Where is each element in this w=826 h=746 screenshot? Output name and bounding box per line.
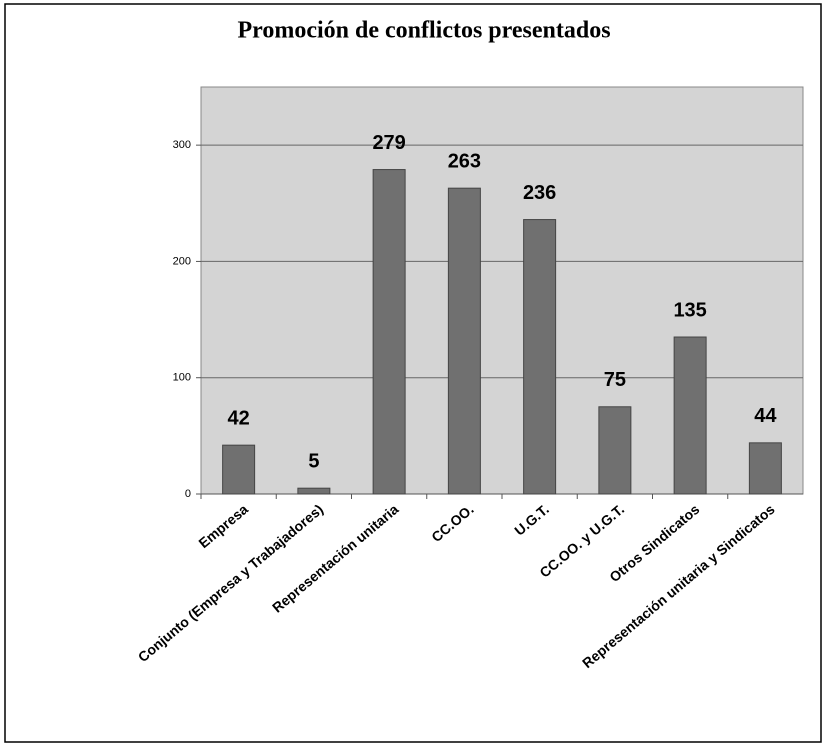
bar	[523, 219, 557, 495]
bar	[673, 336, 707, 495]
value-label: 75	[604, 369, 626, 391]
bar	[598, 406, 632, 495]
plot-area	[200, 86, 804, 495]
value-label: 44	[754, 405, 777, 427]
value-label: 263	[448, 150, 481, 172]
y-tick-label: 300	[173, 139, 191, 151]
value-label: 5	[308, 450, 319, 472]
value-label: 236	[523, 182, 556, 204]
bar	[372, 169, 406, 495]
bar	[447, 187, 481, 495]
y-tick-label: 0	[185, 488, 191, 500]
value-label: 42	[228, 407, 250, 429]
value-label: 279	[372, 132, 405, 154]
chart-title: Promoción de conflictos presentados	[237, 18, 610, 44]
bar	[222, 444, 256, 495]
y-tick-label: 100	[173, 372, 191, 384]
bar	[748, 442, 782, 495]
value-label: 135	[673, 299, 706, 321]
y-tick-label: 200	[173, 255, 191, 267]
bar	[297, 487, 331, 495]
